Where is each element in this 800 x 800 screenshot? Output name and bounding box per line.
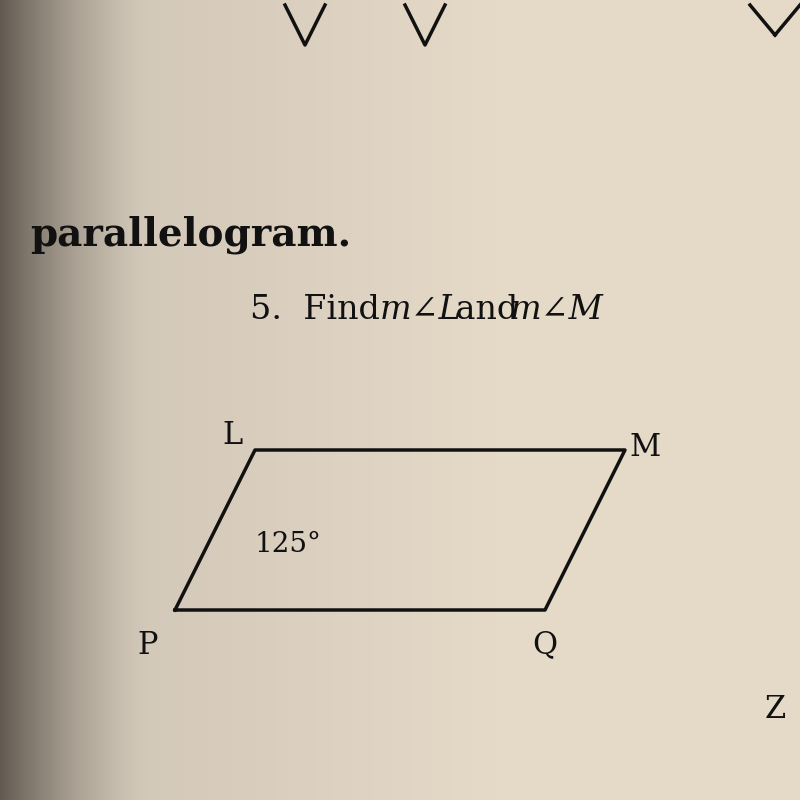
Text: Q: Q bbox=[533, 630, 558, 661]
Text: m∠M: m∠M bbox=[510, 294, 604, 326]
Text: m∠L: m∠L bbox=[380, 294, 462, 326]
Text: parallelogram.: parallelogram. bbox=[30, 216, 351, 254]
Text: P: P bbox=[138, 630, 158, 661]
Text: L: L bbox=[223, 419, 243, 450]
Text: M: M bbox=[630, 433, 661, 463]
Text: 5.  Find: 5. Find bbox=[250, 294, 390, 326]
Text: and: and bbox=[445, 294, 529, 326]
Text: Z: Z bbox=[764, 694, 786, 726]
Text: 125°: 125° bbox=[255, 531, 322, 558]
